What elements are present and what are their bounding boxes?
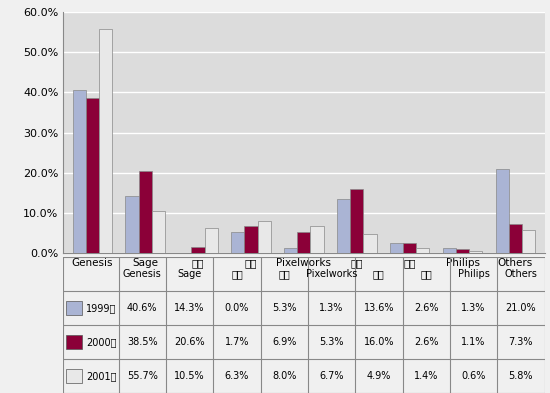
Text: 55.7%: 55.7% [127, 371, 158, 381]
Bar [86, 98, 99, 253]
Text: 2001年: 2001年 [86, 371, 117, 381]
Text: 凌越: 凌越 [420, 269, 432, 279]
Bar [257, 221, 271, 253]
Text: 16.0%: 16.0% [364, 337, 394, 347]
Bar [403, 243, 416, 253]
Text: 6.7%: 6.7% [320, 371, 344, 381]
Text: 6.3%: 6.3% [225, 371, 249, 381]
Bar [66, 369, 81, 383]
Bar [496, 169, 509, 253]
Text: 20.6%: 20.6% [174, 337, 205, 347]
Text: 4.9%: 4.9% [367, 371, 391, 381]
Bar [297, 232, 311, 253]
Text: 1.7%: 1.7% [224, 337, 249, 347]
Text: 2000年: 2000年 [86, 337, 117, 347]
Bar [284, 248, 297, 253]
Text: 5.3%: 5.3% [272, 303, 296, 313]
Text: 2.6%: 2.6% [414, 337, 438, 347]
Bar [390, 243, 403, 253]
Bar [416, 248, 430, 253]
Bar [509, 224, 522, 253]
Text: Philips: Philips [458, 269, 490, 279]
Bar [191, 247, 205, 253]
Bar [66, 301, 81, 315]
Bar [205, 228, 218, 253]
Bar [125, 196, 139, 253]
Text: 創品: 創品 [231, 269, 243, 279]
Bar [139, 171, 152, 253]
Text: Genesis: Genesis [123, 269, 162, 279]
Text: 旺宏: 旺宏 [373, 269, 385, 279]
Text: 晶箧: 晶箧 [278, 269, 290, 279]
Text: 1999年: 1999年 [86, 303, 116, 313]
Text: 13.6%: 13.6% [364, 303, 394, 313]
Text: 40.6%: 40.6% [127, 303, 157, 313]
Text: 21.0%: 21.0% [505, 303, 536, 313]
Text: 8.0%: 8.0% [272, 371, 296, 381]
Text: 1.3%: 1.3% [320, 303, 344, 313]
Text: 1.3%: 1.3% [461, 303, 486, 313]
Text: 1.1%: 1.1% [461, 337, 486, 347]
Bar [469, 251, 482, 253]
Text: 5.8%: 5.8% [509, 371, 533, 381]
Bar [364, 234, 377, 253]
Text: Sage: Sage [178, 269, 202, 279]
Text: 6.9%: 6.9% [272, 337, 296, 347]
Bar [522, 230, 535, 253]
Text: 10.5%: 10.5% [174, 371, 205, 381]
Text: 7.3%: 7.3% [509, 337, 533, 347]
Text: 2.6%: 2.6% [414, 303, 438, 313]
Text: 0.6%: 0.6% [461, 371, 486, 381]
Bar [337, 199, 350, 253]
Bar [350, 189, 364, 253]
Bar [66, 335, 81, 349]
Text: Others: Others [504, 269, 537, 279]
Bar [231, 232, 244, 253]
Text: 0.0%: 0.0% [225, 303, 249, 313]
Bar [443, 248, 456, 253]
Bar [152, 211, 165, 253]
Text: 1.4%: 1.4% [414, 371, 438, 381]
Bar [99, 29, 112, 253]
Bar [244, 226, 257, 253]
Bar [456, 249, 469, 253]
Text: 38.5%: 38.5% [127, 337, 157, 347]
Bar [73, 90, 86, 253]
Text: 14.3%: 14.3% [174, 303, 205, 313]
Text: 5.3%: 5.3% [320, 337, 344, 347]
Bar [311, 226, 324, 253]
Text: Pixelworks: Pixelworks [306, 269, 358, 279]
